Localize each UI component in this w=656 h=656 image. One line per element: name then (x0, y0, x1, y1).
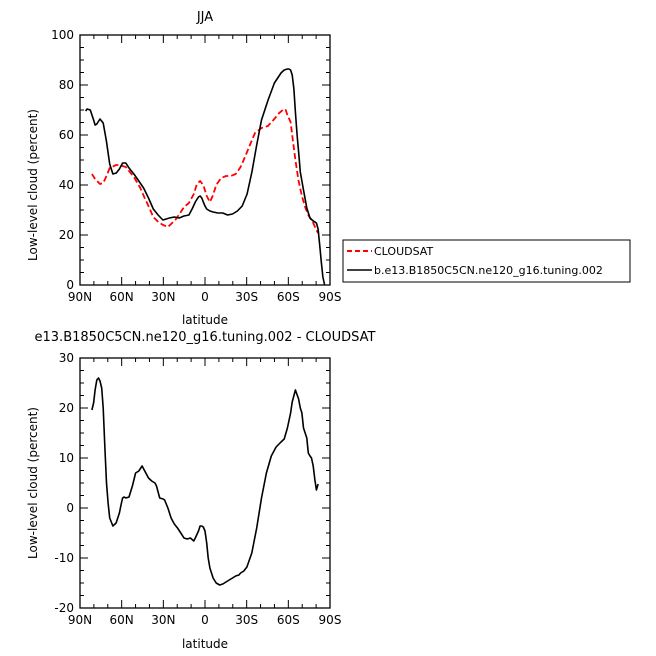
top-y-tick-label: 20 (59, 228, 74, 242)
top-series-line-1 (84, 68, 326, 286)
top-x-tick-label: 60S (277, 290, 300, 304)
bottom-y-tick-label: -20 (54, 601, 74, 615)
bottom-y-tick-label: 10 (59, 451, 74, 465)
bottom-y-tick-label: 0 (66, 501, 74, 515)
bottom-y-tick-label: 20 (59, 401, 74, 415)
bottom-plot-frame (79, 357, 331, 609)
bottom-x-tick-label: 90S (319, 613, 342, 627)
bottom-x-tick-label: 60N (110, 613, 134, 627)
top-y-tick-label: 60 (59, 128, 74, 142)
bottom-x-tick-label: 0 (201, 613, 209, 627)
top-y-tick-label: 40 (59, 178, 74, 192)
bottom-x-tick-label: 30S (235, 613, 258, 627)
bottom-x-tick-label: 30N (151, 613, 175, 627)
legend-label-model: b.e13.B1850C5CN.ne120_g16.tuning.002 (374, 264, 603, 277)
top-y-tick-label: 80 (59, 78, 74, 92)
top-x-tick-label: 90S (319, 290, 342, 304)
top-chart-title: JJA (196, 10, 213, 25)
bottom-y-axis-label: Low-level cloud (percent) (26, 407, 40, 559)
bottom-chart-title: e13.B1850C5CN.ne120_g16.tuning.002 - CLO… (35, 330, 376, 345)
top-x-tick-label: 30N (151, 290, 175, 304)
top-x-tick-label: 30S (235, 290, 258, 304)
legend: CLOUDSAT b.e13.B1850C5CN.ne120_g16.tunin… (342, 239, 631, 283)
bottom-y-tick-label: -10 (54, 551, 74, 565)
top-y-tick-label: 0 (66, 278, 74, 292)
bottom-x-tick-label: 60S (277, 613, 300, 627)
bottom-x-tick-label: 90N (68, 613, 92, 627)
top-y-axis-label: Low-level cloud (percent) (26, 109, 40, 261)
top-x-tick-label: 0 (201, 290, 209, 304)
top-y-tick-label: 100 (51, 28, 74, 42)
bottom-y-tick-label: 30 (59, 351, 74, 365)
top-plot-frame (79, 34, 331, 286)
top-series (84, 68, 326, 286)
top-panel: JJA Low-level cloud (percent) latitude 9… (26, 10, 341, 327)
legend-label-cloudsat: CLOUDSAT (374, 245, 433, 258)
bottom-series (91, 377, 319, 586)
top-series-line-0 (91, 108, 319, 234)
top-x-tick-label: 60N (110, 290, 134, 304)
legend-frame (342, 239, 631, 283)
top-ticks: 90N 60N 30N 0 30S 60S 90S 0 20 40 60 80 100 (51, 28, 341, 304)
bottom-x-axis-label: latitude (182, 637, 228, 651)
top-x-tick-label: 90N (68, 290, 92, 304)
bottom-series-line-0 (91, 377, 319, 586)
bottom-ticks: 90N 60N 30N 0 30S 60S 90S -20 -10 0 10 20 30 (54, 351, 341, 627)
bottom-panel: e13.B1850C5CN.ne120_g16.tuning.002 - CLO… (26, 330, 376, 651)
top-x-axis-label: latitude (182, 313, 228, 327)
